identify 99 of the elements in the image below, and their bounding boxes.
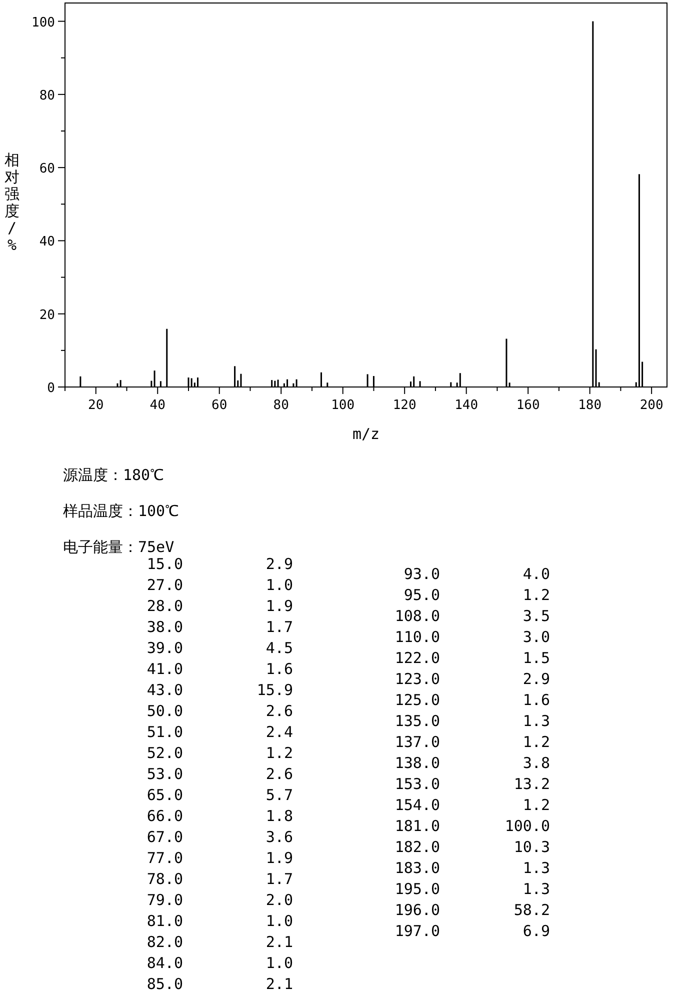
- text: 6.9: [522, 922, 550, 940]
- text: 2.9: [522, 670, 550, 688]
- text: 195.0: [394, 880, 440, 898]
- text: 53.0: [146, 765, 183, 783]
- x-axis-title: m/z: [352, 425, 380, 443]
- x-tick-label: 60: [212, 398, 228, 413]
- text: 95.0: [404, 586, 440, 604]
- text: 3.6: [266, 828, 293, 846]
- text: 77.0: [146, 849, 183, 867]
- text: 153.0: [394, 775, 440, 793]
- text: 1.6: [522, 691, 550, 709]
- text: 15.9: [256, 681, 293, 699]
- text: 1.5: [522, 649, 550, 667]
- text: 10.3: [514, 838, 550, 856]
- text: 2.4: [266, 723, 293, 741]
- text: 43.0: [146, 681, 183, 699]
- text: 1.9: [266, 849, 293, 867]
- text: 2.9: [266, 555, 293, 573]
- text: 2.1: [266, 933, 293, 951]
- text: 3.8: [522, 754, 550, 772]
- text: 1.7: [266, 870, 293, 888]
- text: 27.0: [146, 576, 183, 594]
- x-tick-label: 40: [150, 398, 166, 413]
- text: 1.2: [522, 796, 550, 814]
- x-tick-label: 20: [88, 398, 104, 413]
- text: 5.7: [266, 786, 293, 804]
- text: 1.9: [266, 597, 293, 615]
- text: 1.3: [522, 859, 550, 877]
- text: 51.0: [146, 723, 183, 741]
- text: 2.1: [266, 975, 293, 992]
- text: 85.0: [146, 975, 183, 992]
- x-tick-label: 140: [454, 398, 478, 413]
- y-tick-label: 80: [39, 88, 55, 104]
- x-tick-label: 200: [640, 398, 664, 413]
- text: 67.0: [146, 828, 183, 846]
- text: 66.0: [146, 807, 183, 825]
- text: 1.2: [266, 744, 293, 762]
- y-axis-title: 相对强度/%: [4, 151, 20, 254]
- text: 135.0: [394, 712, 440, 730]
- text: 1.3: [522, 712, 550, 730]
- text: 1.0: [266, 576, 293, 594]
- y-tick-label: 60: [39, 162, 55, 177]
- text: 1.0: [266, 912, 293, 930]
- text: 1.2: [522, 586, 550, 604]
- text: 1.2: [522, 733, 550, 751]
- text: 58.2: [514, 901, 550, 919]
- y-tick-label: 100: [32, 15, 55, 30]
- text: 65.0: [146, 786, 183, 804]
- text: 110.0: [394, 628, 440, 646]
- text: 137.0: [394, 733, 440, 751]
- text: 197.0: [394, 922, 440, 940]
- y-tick-label: 40: [39, 234, 55, 250]
- text: 28.0: [146, 597, 183, 615]
- text: 1.8: [266, 807, 293, 825]
- text: 93.0: [404, 565, 440, 583]
- text: 82.0: [146, 933, 183, 951]
- y-tick-label: 20: [39, 308, 55, 323]
- text: 源温度：180℃: [63, 466, 164, 484]
- text: 15.0: [146, 555, 183, 573]
- text: 2.0: [266, 891, 293, 909]
- text: 84.0: [146, 954, 183, 972]
- text: 电子能量：75eV: [63, 538, 174, 556]
- text: 样品温度：100℃: [63, 502, 180, 520]
- text: 1.0: [266, 954, 293, 972]
- text: 13.2: [514, 775, 550, 793]
- y-tick-label: 0: [47, 381, 55, 396]
- text: 108.0: [394, 607, 440, 625]
- text: 100.0: [504, 817, 550, 835]
- text: 38.0: [146, 618, 183, 636]
- x-tick-label: 160: [516, 398, 540, 413]
- text: 1.3: [522, 880, 550, 898]
- text: 154.0: [394, 796, 440, 814]
- text: 123.0: [394, 670, 440, 688]
- text: 78.0: [146, 870, 183, 888]
- x-tick-label: 180: [578, 398, 602, 413]
- text: 182.0: [394, 838, 440, 856]
- text: 2.6: [266, 765, 293, 783]
- text: 196.0: [394, 901, 440, 919]
- x-tick-label: 80: [273, 398, 289, 413]
- text: 50.0: [146, 702, 183, 720]
- text: 125.0: [394, 691, 440, 709]
- x-tick-label: 120: [392, 398, 416, 413]
- text: 2.6: [266, 702, 293, 720]
- text: 138.0: [394, 754, 440, 772]
- text: 81.0: [146, 912, 183, 930]
- x-tick-label: 100: [331, 398, 355, 413]
- text: 52.0: [146, 744, 183, 762]
- text: 1.6: [266, 660, 293, 678]
- text: 181.0: [394, 817, 440, 835]
- text: 79.0: [146, 891, 183, 909]
- text: 3.0: [522, 628, 550, 646]
- text: 183.0: [394, 859, 440, 877]
- text: 39.0: [146, 639, 183, 657]
- text: 122.0: [394, 649, 440, 667]
- text: 4.5: [266, 639, 293, 657]
- text: 4.0: [522, 565, 550, 583]
- text: 1.7: [266, 618, 293, 636]
- text: 3.5: [522, 607, 550, 625]
- text: 41.0: [146, 660, 183, 678]
